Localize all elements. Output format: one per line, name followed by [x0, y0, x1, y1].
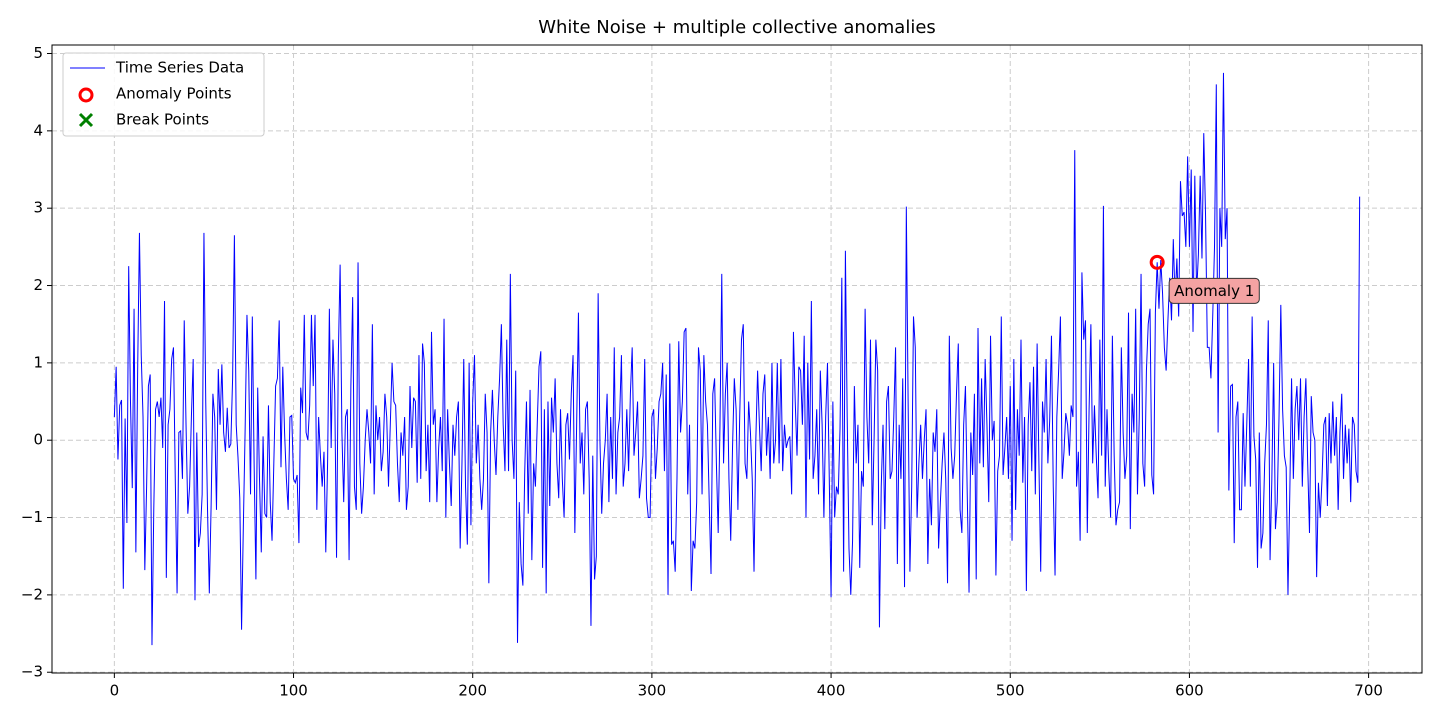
annotation-text: Anomaly 1	[1174, 282, 1254, 300]
x-tick-label: 300	[638, 682, 667, 700]
legend-swatch	[78, 87, 94, 103]
plot-frame	[51, 44, 1423, 674]
y-tick-label: 0	[33, 431, 43, 449]
legend: Time Series Data Anomaly Points Break Poin…	[62, 52, 265, 137]
grid-layer: 0 100 200 300 400 500 600 700 −3 −2 −1 0 1 2 3 4 5	[21, 44, 1422, 700]
data-line	[113, 72, 1361, 646]
annotation: Anomaly 1	[1168, 277, 1260, 304]
x-tick-label: 700	[1354, 682, 1383, 700]
y-tick-label: 5	[33, 44, 43, 62]
x-tick-label: 500	[996, 682, 1025, 700]
x-tick-label: 0	[110, 682, 120, 700]
chart-title: White Noise + multiple collective anomal…	[538, 17, 936, 38]
data-layer: Anomaly 1	[113, 72, 1361, 646]
y-tick-label: −2	[21, 585, 43, 603]
legend-frame	[62, 52, 265, 137]
x-tick-label: 600	[1175, 682, 1204, 700]
y-tick-label: 2	[33, 276, 43, 294]
anomaly-point	[1149, 254, 1165, 270]
legend-label: Time Series Data	[115, 59, 244, 77]
legend-swatch	[78, 112, 94, 128]
annotation-box	[1168, 277, 1260, 304]
legend-label: Anomaly Points	[116, 85, 232, 103]
y-tick-label: 3	[33, 199, 43, 217]
y-tick-label: 4	[33, 121, 43, 139]
y-tick-label: −1	[21, 508, 43, 526]
x-tick-label: 200	[458, 682, 487, 700]
y-tick-label: 1	[33, 353, 43, 371]
x-tick-label: 400	[817, 682, 846, 700]
y-tick-label: −3	[21, 663, 43, 681]
x-tick-label: 100	[279, 682, 308, 700]
legend-label: Break Points	[116, 111, 209, 129]
